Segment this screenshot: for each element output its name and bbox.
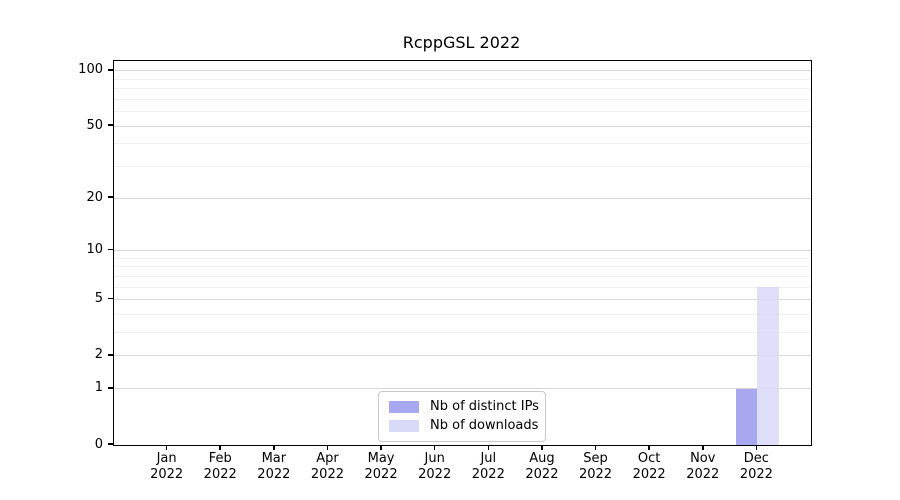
gridline-minor: [114, 143, 811, 145]
y-tick-label: 20: [86, 189, 103, 205]
gridline-major: [114, 388, 811, 390]
x-tick: [273, 445, 275, 450]
y-tick-label: 100: [78, 62, 103, 78]
gridline-minor: [114, 257, 811, 259]
x-tick-label: Dec 2022: [726, 451, 786, 483]
x-tick-label: Oct 2022: [619, 451, 679, 483]
gridline-minor: [114, 332, 811, 334]
x-tick-label: Mar 2022: [244, 451, 304, 483]
bar-nb-of-downloads-dec: [757, 287, 779, 445]
gridline-minor: [114, 78, 811, 80]
gridline-major: [114, 125, 811, 127]
x-tick-year: 2022: [310, 467, 344, 482]
y-tick: [108, 69, 113, 71]
gridline-minor: [114, 275, 811, 277]
x-tick: [541, 445, 543, 450]
gridline-minor: [114, 166, 811, 168]
x-tick: [702, 445, 704, 450]
y-tick-label: 10: [86, 242, 103, 258]
x-tick: [326, 445, 329, 450]
gridline-minor: [114, 266, 811, 268]
y-tick-label: 5: [94, 291, 103, 307]
legend-item-downloads: Nb of downloads: [389, 417, 539, 435]
x-tick-year: 2022: [739, 467, 773, 482]
legend: Nb of distinct IPs Nb of downloads: [378, 391, 546, 442]
x-tick-year: 2022: [578, 467, 613, 482]
x-tick-label: Feb 2022: [190, 451, 250, 483]
bar-nb-of-distinct-ips-dec: [735, 388, 758, 445]
y-tick: [108, 387, 113, 389]
y-tick-label: 2: [94, 347, 103, 363]
x-tick-label: May 2022: [351, 451, 411, 483]
x-tick: [380, 445, 382, 450]
x-tick-label: Apr 2022: [297, 451, 357, 483]
gridline-minor: [114, 286, 811, 288]
y-tick: [108, 124, 113, 126]
y-tick: [108, 248, 113, 251]
gridline-major: [114, 355, 811, 357]
x-tick-year: 2022: [632, 467, 666, 482]
y-tick: [108, 443, 113, 445]
x-tick: [433, 445, 436, 450]
y-tick: [108, 196, 113, 198]
x-tick-year: 2022: [203, 467, 237, 482]
legend-item-distinct-ips: Nb of distinct IPs: [389, 398, 539, 416]
x-tick: [594, 445, 597, 450]
gridline-major: [114, 70, 811, 72]
x-tick: [219, 445, 221, 450]
legend-label-downloads: Nb of downloads: [430, 418, 539, 433]
x-tick-label: Aug 2022: [512, 451, 572, 483]
gridline-major: [114, 197, 811, 199]
legend-label-distinct-ips: Nb of distinct IPs: [430, 399, 539, 414]
legend-swatch-downloads: [389, 420, 419, 432]
x-tick: [648, 445, 650, 450]
gridline-minor: [114, 314, 811, 315]
y-tick-label: 1: [94, 380, 103, 396]
y-tick-label: 0: [94, 436, 103, 452]
x-tick-label: Jun 2022: [405, 451, 465, 483]
gridline-minor: [114, 88, 811, 90]
x-tick-label: Jul 2022: [458, 451, 518, 483]
y-tick: [108, 354, 113, 356]
x-tick-label: Jan 2022: [137, 451, 197, 483]
x-tick-year: 2022: [418, 467, 452, 482]
x-tick-year: 2022: [364, 467, 398, 482]
x-tick: [165, 445, 168, 450]
gridline-minor: [114, 98, 811, 100]
x-tick-year: 2022: [686, 467, 720, 482]
y-tick-label: 50: [86, 117, 103, 133]
x-tick-year: 2022: [471, 467, 505, 482]
plot-area: [113, 60, 812, 446]
gridline-minor: [114, 111, 811, 113]
gridline-major: [114, 250, 811, 252]
x-tick: [487, 445, 490, 450]
gridline-major: [114, 299, 811, 301]
y-tick: [108, 297, 113, 300]
x-tick-year: 2022: [150, 467, 184, 482]
legend-swatch-distinct-ips: [389, 401, 419, 413]
x-tick-year: 2022: [525, 467, 559, 482]
x-tick: [755, 445, 758, 450]
x-tick-year: 2022: [257, 467, 291, 482]
x-tick-label: Sep 2022: [566, 451, 626, 483]
x-tick-label: Nov 2022: [673, 451, 733, 483]
chart-title: RcppGSL 2022: [402, 33, 521, 52]
